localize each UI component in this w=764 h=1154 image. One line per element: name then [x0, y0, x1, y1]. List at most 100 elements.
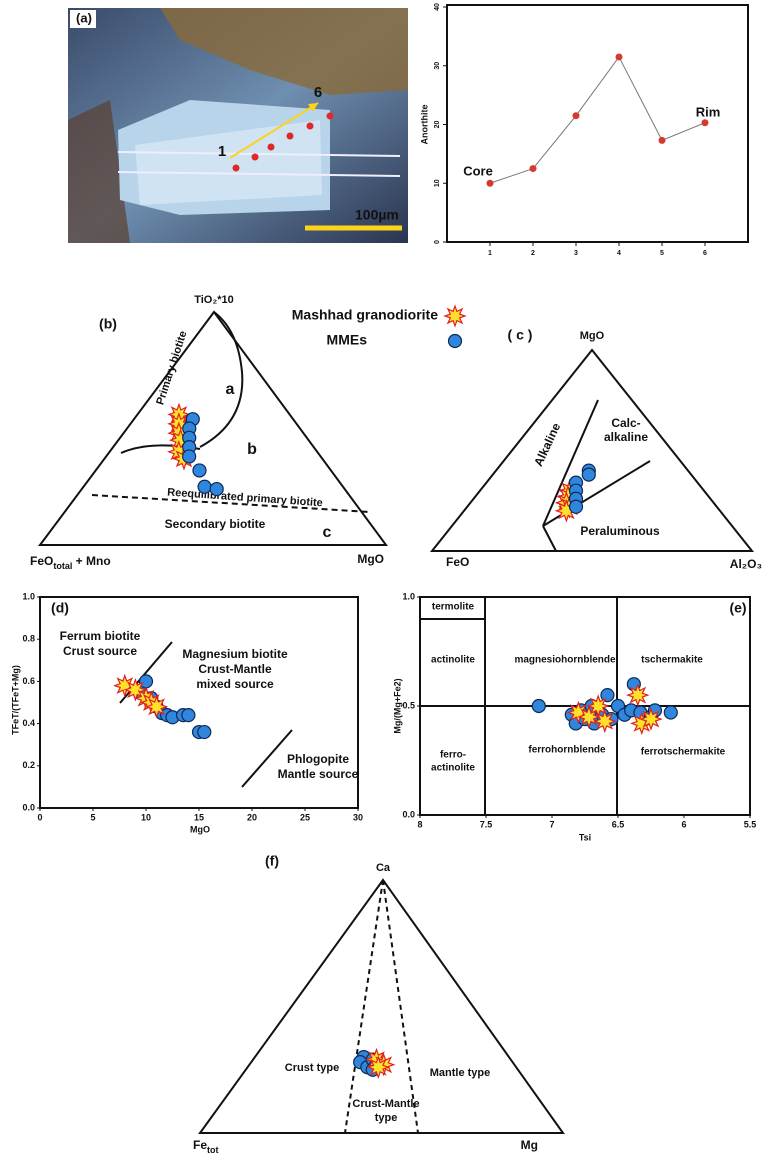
circle-point [570, 500, 583, 513]
x-axis-label: Tsi [579, 832, 591, 842]
y-tick-label: 0.0 [402, 809, 415, 819]
star-point [595, 711, 615, 731]
x-tick-label: 15 [194, 812, 204, 822]
star-point [445, 306, 465, 326]
circle-point [582, 468, 595, 481]
apex-label: Ca [376, 862, 391, 874]
field-label: Peraluminous [580, 524, 660, 538]
circle-point [449, 335, 462, 348]
figure: (a)16100µm123456010203040AnorthiteCoreRi… [0, 0, 764, 1154]
y-axis-label: Anorthite [419, 105, 429, 145]
field-label: Primary biotite [154, 329, 189, 406]
x-tick-label: 6.5 [612, 819, 625, 829]
star-point [147, 697, 167, 717]
y-tick-label: 0.2 [22, 760, 35, 770]
ternary-frame [200, 880, 563, 1133]
apex-label: Fetot [193, 1138, 219, 1154]
field-label: a [226, 381, 235, 398]
field-label: Calc- [611, 416, 640, 430]
field-label: termolite [432, 602, 475, 613]
apex-label-main: Fe [193, 1138, 207, 1152]
field-label: Crust source [63, 644, 137, 658]
x-tick-label: 0 [37, 812, 42, 822]
data-line [490, 57, 705, 183]
field-label: actinolite [431, 655, 475, 666]
y-tick-label: 1.0 [402, 591, 415, 601]
panel-label: (e) [729, 600, 746, 616]
y-tick-label: 10 [434, 179, 441, 187]
field-label: Ferrum biotite [60, 629, 141, 643]
spot-label: 1 [218, 143, 226, 160]
apex-label: Mg [521, 1138, 538, 1152]
field-label: b [247, 441, 257, 458]
apex-label: Al₂O₃ [730, 557, 762, 571]
x-tick-label: 10 [141, 812, 151, 822]
circle-point [532, 700, 545, 713]
field-label: Reequilibrated primary biotite [167, 486, 323, 509]
circle-point [664, 706, 677, 719]
y-tick-label: 0.4 [22, 718, 35, 728]
x-tick-label: 7.5 [480, 819, 493, 829]
panel-label: ( c ) [508, 327, 533, 343]
x-tick-label: 6 [681, 819, 686, 829]
circle-point [183, 450, 196, 463]
data-point [616, 53, 623, 60]
star-point [641, 709, 661, 729]
circle-point [210, 483, 223, 496]
apex-label-main: FeO [30, 554, 53, 568]
panel-label: (a) [76, 10, 92, 25]
data-point [573, 112, 580, 119]
field-label: Crust type [285, 1062, 339, 1074]
apex-label-tail: + Mno [72, 554, 110, 568]
x-tick-label: 4 [617, 250, 621, 257]
field-label: Magnesium biotite [182, 647, 288, 661]
field-label: magnesiohornblende [514, 655, 616, 666]
data-point [530, 165, 537, 172]
y-tick-label: 0 [434, 240, 441, 244]
apex-label: MgO [580, 330, 605, 342]
field-label: c [323, 524, 332, 541]
field-label: Mantle source [278, 767, 359, 781]
panel-label: (f) [265, 853, 279, 869]
field-label: ferro- [440, 750, 466, 761]
data-point [702, 119, 709, 126]
y-tick-label: 0.8 [22, 634, 35, 644]
x-tick-label: 1 [488, 250, 492, 257]
x-tick-label: 5 [660, 250, 664, 257]
x-tick-label: 25 [300, 812, 310, 822]
apex-label: FeO [446, 555, 469, 569]
apex-label: FeOtotal + Mno [30, 554, 111, 571]
ternary-frame [432, 350, 752, 551]
x-tick-label: 2 [531, 250, 535, 257]
circle-point [198, 480, 211, 493]
y-tick-label: 20 [434, 121, 441, 129]
scale-bar-label: 100µm [355, 207, 399, 223]
circle-point [198, 726, 211, 739]
y-axis-label: Mg/(Mg+Fe2) [392, 678, 402, 733]
field-label: Mantle type [430, 1067, 491, 1079]
x-tick-label: 20 [247, 812, 257, 822]
field-label: Crust-Mantle [198, 662, 272, 676]
field-label: alkaline [604, 430, 648, 444]
data-point [659, 137, 666, 144]
field-label: Alkaline [531, 421, 563, 469]
field-label: type [375, 1112, 398, 1124]
y-tick-label: 40 [434, 3, 441, 11]
y-tick-label: 0.0 [22, 802, 35, 812]
y-tick-label: 0.5 [402, 700, 415, 710]
field-label: actinolite [431, 763, 475, 774]
panel-label: (d) [51, 600, 69, 616]
x-tick-label: 7 [549, 819, 554, 829]
circle-point [193, 464, 206, 477]
y-tick-label: 30 [434, 62, 441, 70]
data-point [487, 180, 494, 187]
x-tick-label: 30 [353, 812, 363, 822]
field-label: tschermakite [641, 655, 703, 666]
x-tick-label: 5 [90, 812, 95, 822]
x-tick-label: 3 [574, 250, 578, 257]
star-point [368, 1057, 388, 1077]
apex-label: MgO [357, 552, 384, 566]
field-label: mixed source [196, 677, 274, 691]
spot-label: 6 [314, 84, 322, 101]
panel-label: (b) [99, 316, 117, 332]
